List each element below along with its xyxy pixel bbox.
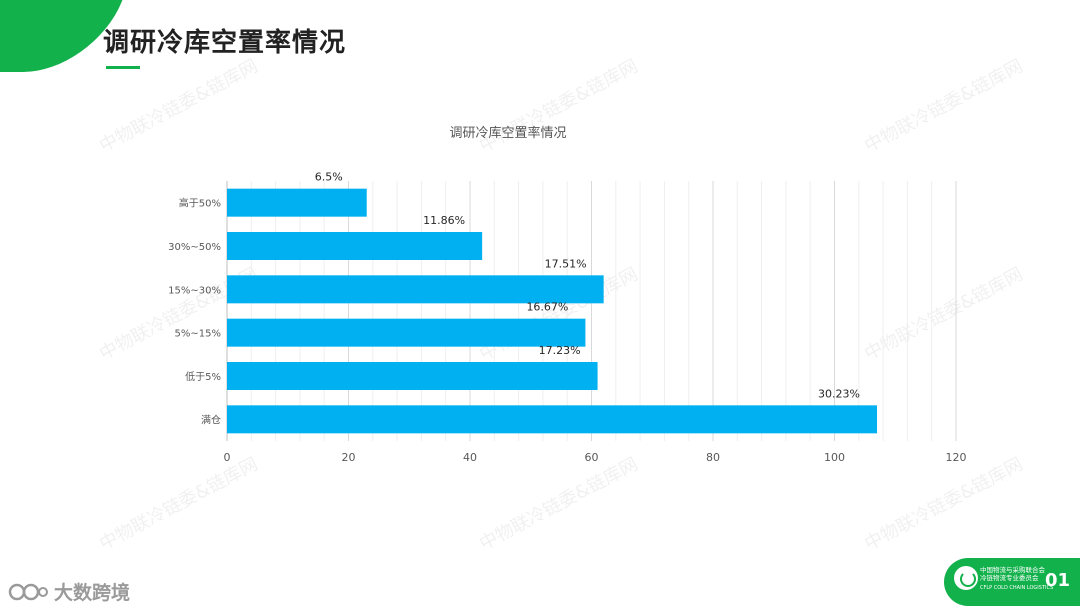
chart-category-labels: 高于50% 30%~50% 15%~30% 5%~15% 低于5% 满仓 — [168, 197, 221, 427]
bar-4 — [227, 362, 598, 390]
footer-badge: 中国物流与采购联合会 冷链物流专业委员会 CFLP COLD CHAIN LOG… — [944, 558, 1080, 606]
data-label: 30.23% — [818, 387, 860, 400]
x-tick-label: 80 — [706, 451, 720, 464]
data-label: 6.5% — [315, 171, 343, 184]
bar-1 — [227, 232, 483, 260]
bar-0 — [227, 188, 367, 217]
bar-2 — [227, 275, 604, 304]
chart-title: 调研冷库空置率情况 — [449, 125, 566, 141]
chart-data-labels: 6.5% 11.86% 17.51% 16.67% 17.23% 30.23% — [315, 171, 860, 401]
x-tick-label: 20 — [342, 451, 356, 464]
page-title: 调研冷库空置率情况 — [103, 28, 347, 58]
x-tick-label: 40 — [463, 451, 477, 464]
data-label: 17.51% — [545, 257, 587, 270]
data-label: 11.86% — [423, 214, 465, 227]
chart-gridlines — [226, 181, 957, 441]
x-tick-label: 60 — [585, 451, 599, 464]
data-label: 17.23% — [539, 344, 581, 357]
category-label: 15%~30% — [168, 285, 221, 296]
cflp-logo-icon — [954, 566, 978, 590]
x-tick-label: 120 — [946, 451, 967, 464]
badge-small-text: CFLP COLD CHAIN LOGISTICS — [980, 585, 1054, 591]
bar-3 — [227, 318, 586, 347]
title-underline — [106, 66, 140, 69]
footer-brand-text: 大数跨境 — [54, 582, 131, 604]
page-number: 01 — [1045, 570, 1071, 591]
x-tick-label: 100 — [824, 451, 845, 464]
category-label: 30%~50% — [168, 242, 221, 253]
category-label: 高于50% — [179, 197, 221, 210]
badge-line-2: 冷链物流专业委员会 — [980, 574, 1039, 582]
chart-bars — [227, 188, 878, 434]
x-tick-label: 0 — [224, 451, 231, 464]
bar-5 — [227, 405, 878, 434]
category-label: 低于5% — [185, 370, 221, 383]
badge-line-1: 中国物流与采购联合会 — [980, 566, 1045, 574]
data-label: 16.67% — [526, 301, 568, 314]
badge-org-name: 中国物流与采购联合会 冷链物流专业委员会 — [980, 566, 1045, 582]
category-label: 满仓 — [201, 413, 221, 426]
category-label: 5%~15% — [175, 329, 221, 340]
footer-brand: 大数跨境 — [8, 578, 130, 605]
chart-x-tick-labels: 0 20 40 60 80 100 120 — [224, 451, 967, 464]
brand-logo-icon — [8, 583, 48, 600]
